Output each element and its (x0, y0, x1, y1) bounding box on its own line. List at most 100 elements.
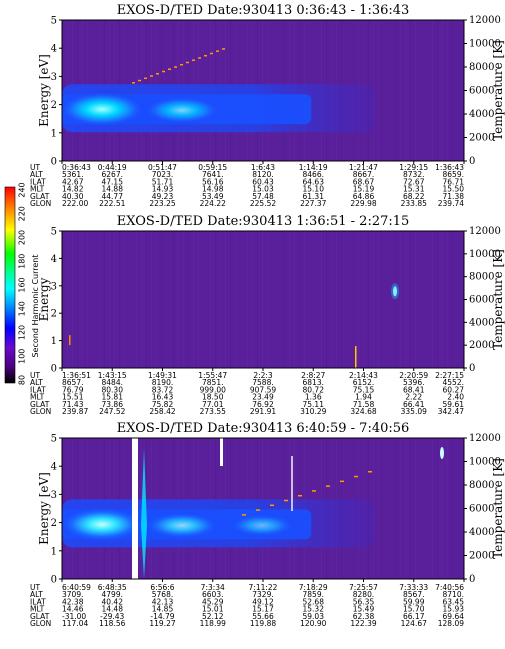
table-cell: 8732. (403, 170, 424, 179)
temperature-point (340, 480, 344, 483)
table-cell: 6:48:35 (98, 583, 127, 592)
table-cell: 15.03 (252, 185, 274, 194)
colorbar-scale (4, 186, 16, 384)
heatmap-streak (437, 438, 438, 579)
table-cell: 49.23 (152, 192, 174, 201)
heatmap-streak (104, 231, 105, 368)
table-cell: 999.00 (200, 385, 226, 394)
table-row-label: MLT (30, 393, 45, 402)
heatmap-streak (294, 231, 295, 368)
table-cell: 15.93 (443, 605, 465, 614)
panel-title: EXOS-D/TED Date:930413 6:40:59 - 7:40:56 (117, 421, 410, 436)
table-cell: 2.40 (447, 393, 464, 402)
table-cell: 2:20:59 (399, 371, 428, 380)
colorbar-tick-label: 100 (18, 349, 27, 364)
heatmap-spot (391, 283, 399, 300)
plot-area (62, 231, 464, 368)
colorbar-tick-label: 220 (18, 206, 27, 221)
heatmap-streak (267, 231, 268, 368)
spectrogram-panel-3: EXOS-D/TED Date:930413 6:40:59 - 7:40:56… (30, 421, 505, 628)
table-cell: 4799. (102, 590, 123, 599)
y-tick-label: 0 (51, 575, 57, 586)
table-cell: 8667. (353, 170, 374, 179)
table-cell: 128.09 (438, 619, 464, 628)
y2-tick-label: 8000 (469, 272, 494, 283)
table-cell: 7:40:56 (435, 583, 464, 592)
table-cell: 223.25 (149, 199, 175, 208)
heatmap-streak (341, 231, 342, 368)
table-cell: 15.01 (202, 605, 224, 614)
y2-tick-label: 12000 (469, 433, 501, 444)
heatmap-streak (368, 231, 369, 368)
y-tick-label: 1 (51, 546, 57, 557)
heatmap-peak (62, 91, 147, 128)
heatmap-streak (141, 231, 142, 368)
table-cell: 3709. (62, 590, 83, 599)
table-cell: 1.36 (305, 393, 322, 402)
heatmap-streak (109, 231, 110, 368)
y-tick-label: 4 (51, 44, 57, 55)
table-cell: 72.67 (403, 177, 425, 186)
heatmap-streak (400, 231, 401, 368)
heatmap-streak (415, 231, 416, 368)
table-row-label: GLAT (30, 192, 50, 201)
table-row-label: GLON (30, 619, 51, 628)
heatmap-spike (355, 346, 357, 368)
table-row-label: ALT (30, 590, 43, 599)
table-cell: 8567. (403, 590, 424, 599)
y-tick-label: 0 (51, 157, 57, 168)
heatmap-streak (437, 231, 438, 368)
table-cell: 75.15 (353, 385, 375, 394)
heatmap-peak (227, 513, 297, 538)
heatmap-streak (235, 231, 236, 368)
y-axis-label: Energy (37, 277, 51, 321)
heatmap-streak (161, 231, 162, 368)
table-cell: 14.93 (152, 185, 174, 194)
heatmap-streak (452, 20, 453, 161)
heatmap-streak (415, 20, 416, 161)
temperature-point (144, 77, 147, 80)
table-cell: 42.67 (62, 177, 84, 186)
table-cell: 222.51 (99, 199, 125, 208)
heatmap-streak (299, 231, 300, 368)
temperature-point (368, 470, 372, 473)
y-tick-label: 5 (51, 16, 57, 27)
colorbar-label: Second Harmonic Current (31, 254, 40, 357)
y-tick-label: 4 (51, 254, 57, 265)
table-cell: 1:55:47 (198, 371, 227, 380)
y-tick-label: 4 (51, 462, 57, 473)
heatmap-streak (400, 438, 401, 579)
table-cell: 5768. (152, 590, 173, 599)
table-cell: 239.87 (62, 407, 88, 416)
heatmap-peak (142, 511, 222, 540)
table-cell: 42.13 (152, 597, 174, 606)
heatmap-streak (331, 231, 332, 368)
heatmap-streak (198, 231, 199, 368)
heatmap-streak (432, 438, 433, 579)
heatmap-streak (321, 231, 322, 368)
table-cell: 0:51:47 (148, 163, 177, 172)
temperature-point (210, 52, 213, 55)
table-row-label: UT (30, 371, 40, 380)
heatmap-streak (151, 231, 152, 368)
table-cell: 64.86 (353, 192, 375, 201)
temperature-point (216, 50, 219, 52)
table-cell: 5396. (403, 378, 424, 387)
heatmap-streak (432, 231, 433, 368)
table-cell: 14.98 (202, 185, 224, 194)
table-cell: 47.15 (102, 177, 124, 186)
table-cell: 0:59:15 (198, 163, 227, 172)
heatmap-streak (119, 231, 120, 368)
y2-tick-label: 10000 (469, 39, 501, 50)
temperature-point (298, 494, 302, 497)
table-cell: 56.16 (202, 177, 224, 186)
table-cell: 59.03 (303, 612, 325, 621)
table-row-label: ALT (30, 170, 43, 179)
temperature-point (256, 509, 260, 511)
colorbar-tick-label: 240 (18, 182, 27, 197)
y2-axis-label: Temperature [K] (491, 40, 505, 141)
y2-tick-label: 4000 (469, 527, 494, 538)
table-cell: 8484. (102, 378, 123, 387)
heatmap-spot (393, 286, 397, 297)
table-cell: 7023. (152, 170, 173, 179)
